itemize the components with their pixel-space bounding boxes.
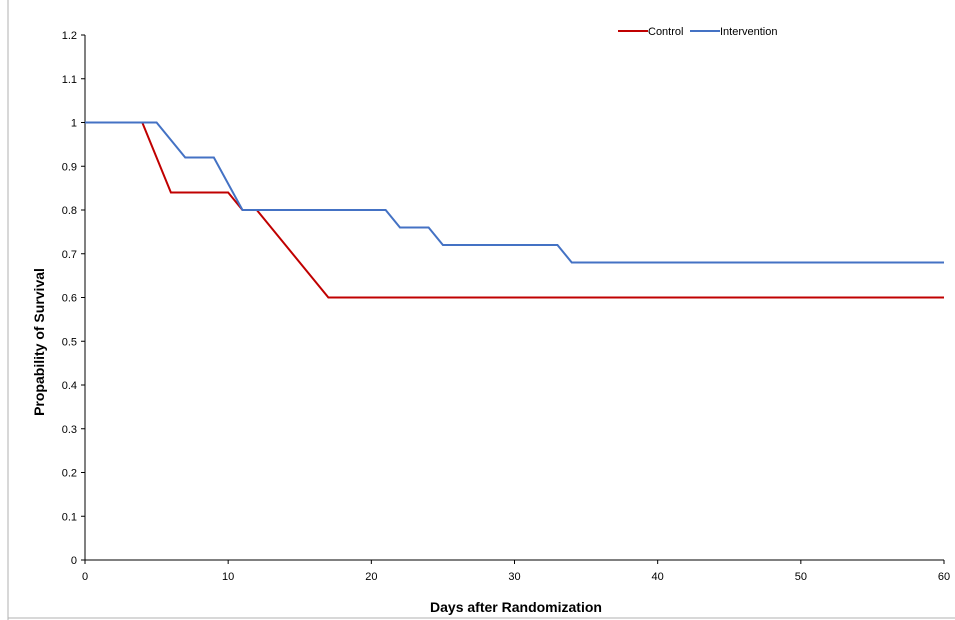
x-tick-label: 0 bbox=[82, 571, 88, 583]
y-tick-label: 0.9 bbox=[62, 161, 77, 173]
y-tick-label: 1.2 bbox=[62, 30, 77, 42]
legend-label-control: Control bbox=[648, 26, 683, 38]
series-lines bbox=[85, 121, 944, 299]
y-tick-label: 0.2 bbox=[62, 468, 77, 480]
x-tick-label: 50 bbox=[795, 571, 807, 583]
y-tick-label: 0.8 bbox=[62, 205, 77, 217]
legend-label-intervention: Intervention bbox=[720, 26, 777, 38]
y-tick-label: 1 bbox=[71, 118, 77, 130]
series-line-intervention bbox=[85, 121, 944, 264]
y-tick-label: 0.3 bbox=[62, 424, 77, 436]
y-axis: 0 0.1 0.2 0.3 0.4 0.5 0.6 0.7 0.8 0.9 1 1.1 1.2 bbox=[62, 30, 86, 567]
y-tick-label: 1.1 bbox=[62, 74, 77, 86]
y-tick-label: 0.6 bbox=[62, 293, 77, 305]
y-tick-label: 0 bbox=[71, 555, 77, 567]
y-tick-label: 0.5 bbox=[62, 336, 77, 348]
y-tick-label: 0.1 bbox=[62, 511, 77, 523]
x-tick-label: 10 bbox=[222, 571, 234, 583]
x-axis: 0 10 20 30 40 50 60 bbox=[82, 559, 950, 583]
legend: Control Intervention bbox=[618, 26, 777, 38]
y-tick-label: 0.7 bbox=[62, 249, 77, 261]
y-axis-title: Propability of Survival bbox=[31, 268, 47, 416]
x-tick-label: 30 bbox=[508, 571, 520, 583]
x-tick-label: 40 bbox=[652, 571, 664, 583]
series-line-control bbox=[85, 121, 944, 299]
x-axis-title: Days after Randomization bbox=[430, 599, 602, 615]
x-tick-label: 60 bbox=[938, 571, 950, 583]
x-tick-label: 20 bbox=[365, 571, 377, 583]
y-tick-label: 0.4 bbox=[62, 380, 77, 392]
